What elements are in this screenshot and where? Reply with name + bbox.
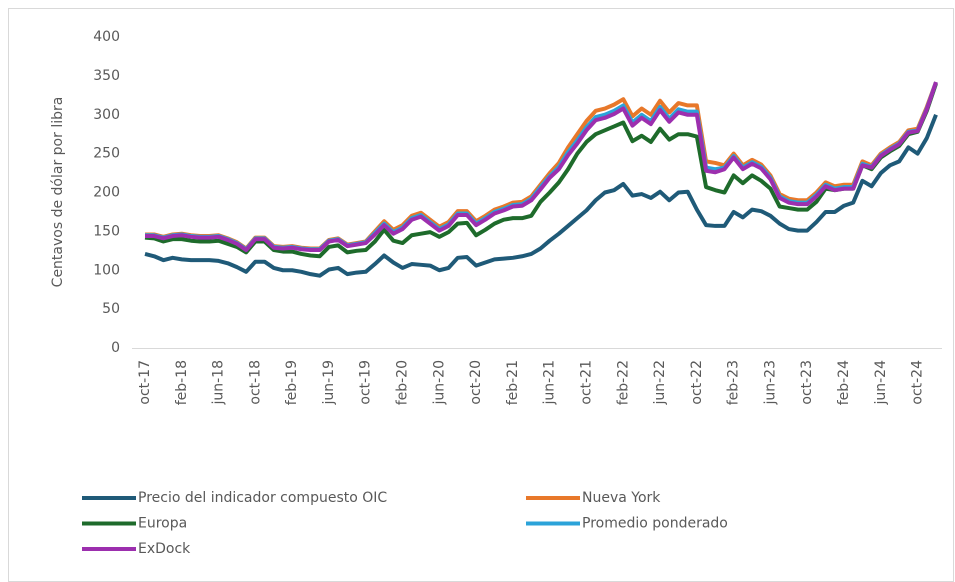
x-tick-label: oct-23 [799,360,815,405]
x-tick-label: jun-18 [211,360,227,406]
y-tick-label: 250 [93,146,120,162]
series-line [144,83,938,259]
y-tick-label: 400 [93,29,120,45]
legend-label: Nueva York [582,490,661,506]
series-line [145,81,938,253]
x-tick-label: feb-19 [284,360,300,405]
legend-label: ExDock [138,541,191,557]
x-tick-label: oct-17 [137,360,153,405]
x-tick-label: jun-20 [431,360,447,406]
series-line [145,81,938,252]
y-tick-label: 0 [111,340,120,356]
x-tick-label: jun-22 [652,360,668,406]
x-tick-label: feb-18 [174,360,190,405]
x-tick-label: feb-23 [726,360,742,405]
x-tick-label: oct-24 [910,360,926,405]
y-tick-label: 350 [93,68,120,84]
y-tick-label: 100 [93,262,120,278]
x-tick-label: feb-22 [615,360,631,405]
legend-label: Promedio ponderado [582,516,728,532]
x-tick-label: oct-21 [578,360,594,405]
x-tick-label: jun-21 [542,360,558,406]
x-tick-label: oct-20 [468,360,484,405]
y-tick-label: 50 [102,301,120,317]
legend-label: Precio del indicador compuesto OIC [138,490,387,506]
y-axis-title: Centavos de dólar por libra [50,97,66,288]
x-tick-label: jun-19 [321,360,337,406]
legend-label: Europa [138,516,187,532]
x-tick-label: oct-19 [358,360,374,405]
y-tick-label: 300 [93,107,120,123]
series-line [144,114,938,278]
x-tick-label: feb-21 [505,360,521,405]
x-tick-label: oct-22 [689,360,705,405]
x-tick-label: jun-23 [762,360,778,406]
x-tick-label: oct-18 [247,360,263,405]
x-tick-label: feb-24 [836,360,852,405]
y-tick-label: 200 [93,185,120,201]
x-tick-label: feb-20 [395,360,411,405]
y-tick-label: 150 [93,223,120,239]
x-tick-label: jun-24 [873,360,889,406]
